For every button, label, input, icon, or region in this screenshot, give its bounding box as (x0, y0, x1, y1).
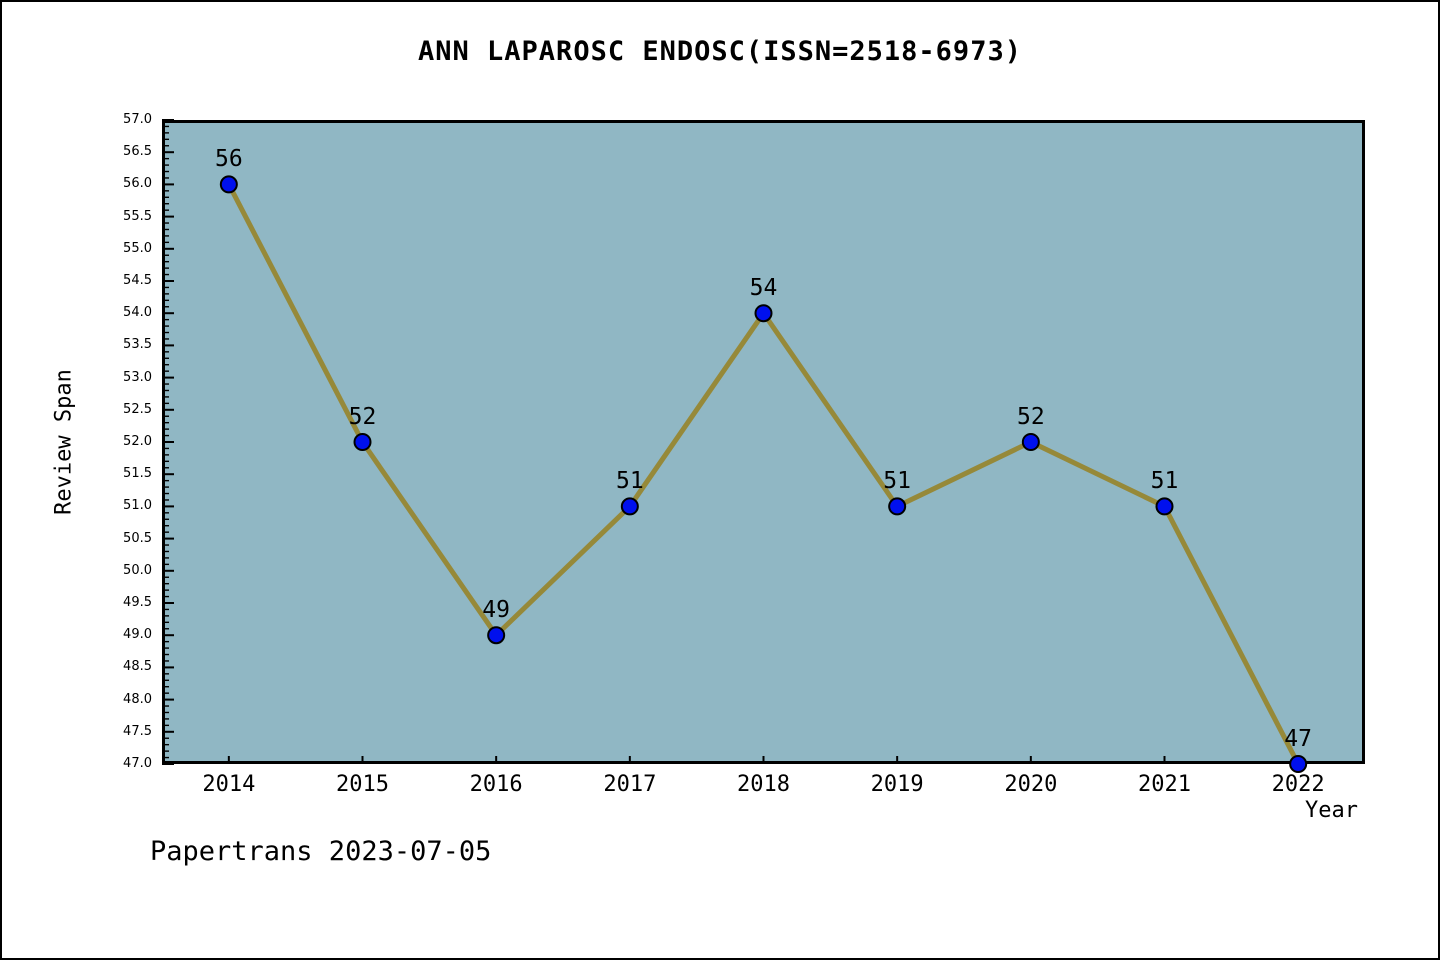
x-tick-label: 2020 (1004, 772, 1058, 797)
y-tick-label: 47.5 (123, 723, 152, 739)
x-tick-label: 2017 (603, 772, 657, 797)
chart-title: ANN LAPAROSC ENDOSC(ISSN=2518-6973) (418, 36, 1022, 67)
line-chart-svg (162, 119, 1365, 773)
plot-area (162, 119, 1365, 773)
y-tick-label: 49.0 (123, 627, 152, 643)
y-tick-label: 47.0 (123, 756, 152, 771)
y-tick-label: 49.5 (123, 595, 152, 610)
y-tick-label: 56.0 (123, 176, 152, 192)
x-axis-label: Year (1305, 798, 1358, 823)
y-tick-label: 52.0 (123, 434, 152, 449)
y-tick-label: 55.0 (123, 240, 152, 256)
y-tick-label: 55.5 (123, 208, 152, 224)
y-tick-label: 54.0 (123, 305, 152, 321)
y-tick-label: 54.5 (123, 273, 152, 288)
y-tick-label: 53.5 (123, 337, 152, 353)
y-axis-label: Review Span (51, 369, 77, 515)
y-tick-label: 48.0 (123, 691, 152, 707)
y-tick-label: 48.5 (123, 659, 152, 675)
watermark-text: Papertrans 2023-07-05 (150, 836, 492, 867)
y-tick-label: 50.0 (123, 562, 152, 578)
x-tick-label: 2016 (469, 772, 523, 797)
x-tick-label: 2018 (737, 772, 790, 797)
x-tick-label: 2022 (1271, 772, 1325, 797)
x-tick-label: 2014 (202, 772, 256, 797)
x-tick-label: 2015 (336, 772, 389, 797)
y-tick-label: 50.5 (123, 530, 152, 546)
x-tick-label: 2019 (870, 772, 924, 797)
y-tick-label: 51.0 (123, 498, 152, 514)
y-tick-label: 57.0 (123, 112, 152, 127)
y-tick-label: 52.5 (123, 401, 152, 417)
y-tick-label: 51.5 (123, 466, 152, 482)
y-tick-label: 56.5 (123, 144, 152, 160)
y-tick-label: 53.0 (123, 369, 152, 385)
x-tick-label: 2021 (1138, 772, 1191, 797)
